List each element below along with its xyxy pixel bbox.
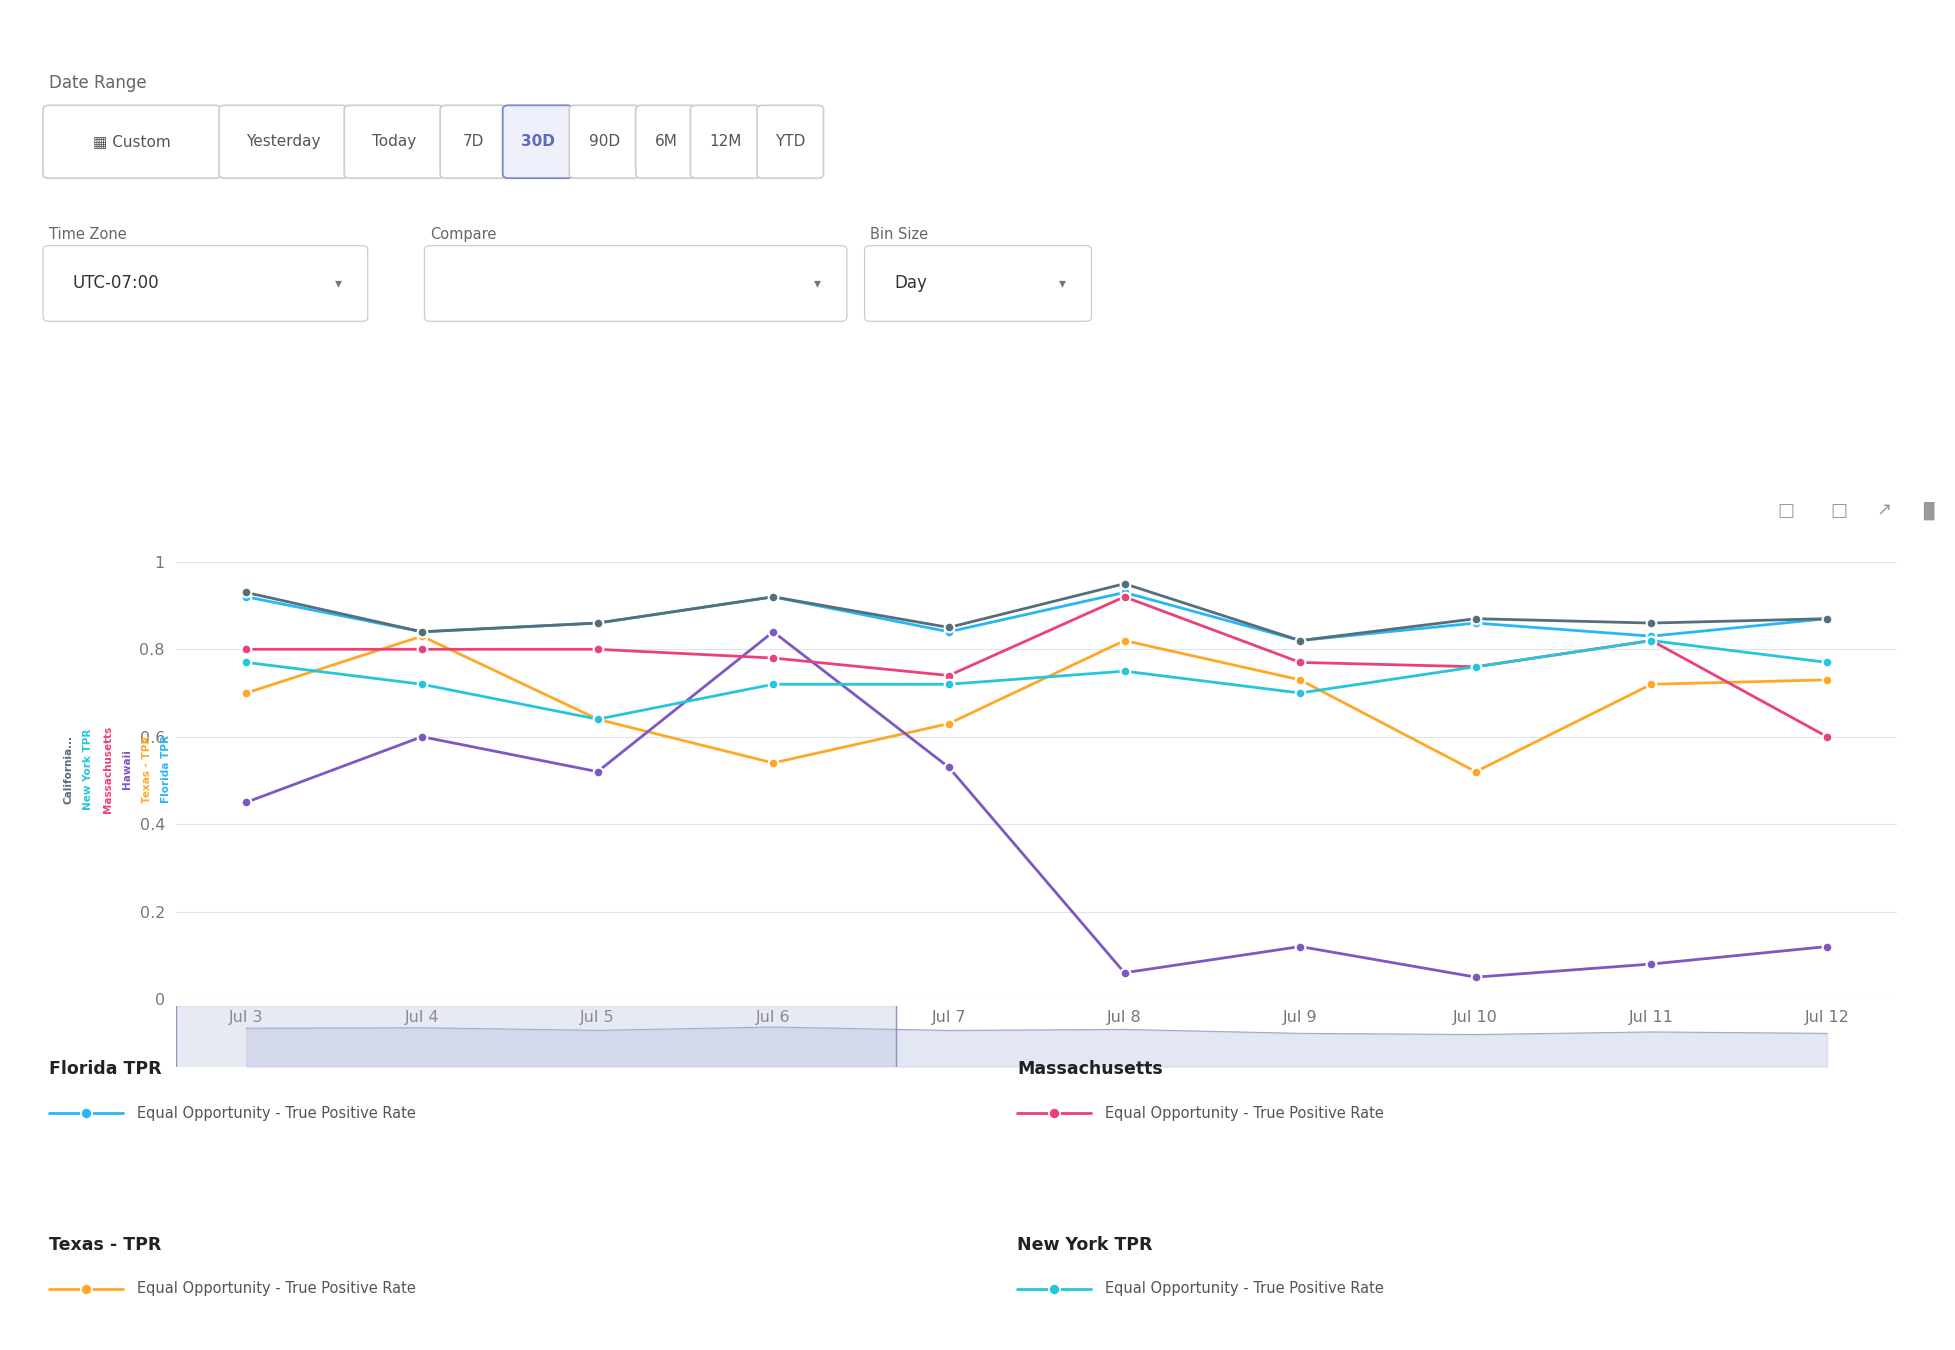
Text: Compare: Compare <box>430 227 497 242</box>
Text: Florida TPR: Florida TPR <box>160 736 172 803</box>
Text: Yesterday: Yesterday <box>246 134 321 150</box>
Text: Hawaii: Hawaii <box>121 749 133 790</box>
Text: UTC-07:00: UTC-07:00 <box>72 274 158 293</box>
Text: Texas - TPR: Texas - TPR <box>141 736 152 803</box>
Text: ▊: ▊ <box>1922 501 1937 520</box>
Text: Date Range: Date Range <box>49 74 147 92</box>
Text: Bin Size: Bin Size <box>870 227 929 242</box>
Text: ▾: ▾ <box>813 277 821 290</box>
Text: Massachusetts: Massachusetts <box>1017 1060 1163 1077</box>
Text: Florida TPR: Florida TPR <box>49 1060 162 1077</box>
Text: New York TPR: New York TPR <box>1017 1235 1151 1254</box>
Text: ↗: ↗ <box>1875 502 1890 520</box>
Text: Equal Opportunity - True Positive Rate: Equal Opportunity - True Positive Rate <box>1105 1106 1384 1120</box>
Text: Equal Opportunity - True Positive Rate: Equal Opportunity - True Positive Rate <box>137 1106 416 1120</box>
Text: Time Zone: Time Zone <box>49 227 127 242</box>
Text: 6M: 6M <box>655 134 676 150</box>
Text: 30D: 30D <box>520 134 555 150</box>
Text: Massachusetts: Massachusetts <box>102 726 113 813</box>
Text: YTD: YTD <box>774 134 805 150</box>
Text: 7D: 7D <box>463 134 483 150</box>
Text: Today: Today <box>371 134 416 150</box>
Text: ▾: ▾ <box>1058 277 1065 290</box>
Text: □: □ <box>1777 502 1793 520</box>
Text: ▦ Custom: ▦ Custom <box>94 134 170 150</box>
Text: 90D: 90D <box>588 134 620 150</box>
Bar <box>176 1006 895 1066</box>
Text: California...: California... <box>63 734 74 805</box>
Text: Equal Opportunity - True Positive Rate: Equal Opportunity - True Positive Rate <box>137 1281 416 1296</box>
Text: ▾: ▾ <box>334 277 342 290</box>
Text: New York TPR: New York TPR <box>82 729 94 810</box>
Text: 12M: 12M <box>710 134 741 150</box>
Text: □: □ <box>1830 502 1846 520</box>
Text: Texas - TPR: Texas - TPR <box>49 1235 160 1254</box>
Text: Day: Day <box>893 274 927 293</box>
Text: Equal Opportunity - True Positive Rate: Equal Opportunity - True Positive Rate <box>1105 1281 1384 1296</box>
